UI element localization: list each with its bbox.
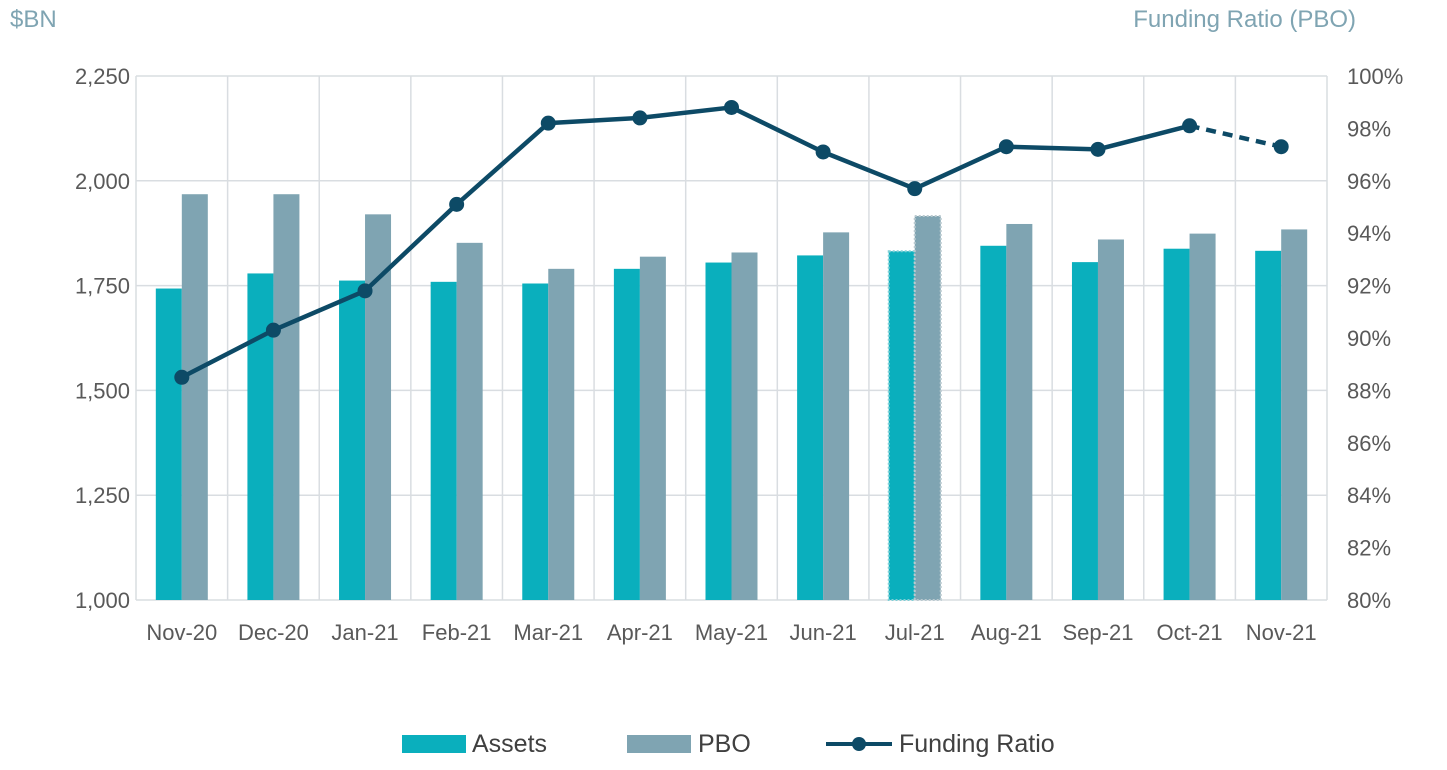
bar-assets [522, 283, 549, 600]
bar-pbo [639, 256, 666, 600]
bar-assets [430, 281, 457, 600]
bar-pbo [823, 232, 850, 600]
legend-item-pbo: PBO [627, 730, 751, 758]
legend-label-assets: Assets [472, 730, 547, 758]
funding-ratio-point [1273, 139, 1289, 155]
right-axis-tick-label: 98% [1347, 116, 1391, 141]
bars-layer [155, 194, 1308, 602]
left-axis-tick-label: 2,000 [75, 169, 130, 194]
legend-item-funding-ratio: Funding Ratio [826, 730, 1055, 758]
funding-ratio-point [632, 110, 648, 126]
bar-assets [613, 268, 640, 600]
bar-pbo [913, 215, 942, 602]
funding-ratio-line-layer [174, 99, 1289, 385]
right-axis-unit-label: Funding Ratio (PBO) [1133, 6, 1356, 33]
funding-ratio-point [998, 139, 1014, 155]
x-axis-category-label: Aug-21 [971, 620, 1042, 645]
x-axis-category-label: May-21 [695, 620, 768, 645]
right-axis-tick-label: 86% [1347, 431, 1391, 456]
x-axis-category-label: Mar-21 [513, 620, 583, 645]
x-axis-category-label: Jan-21 [331, 620, 398, 645]
bar-pbo [1189, 233, 1216, 600]
bar-pbo [1281, 229, 1308, 601]
right-axis-tick-label: 94% [1347, 221, 1391, 246]
bar-pbo [181, 194, 208, 600]
funding-ratio-line [180, 105, 1191, 380]
funding-ratio-point [540, 115, 556, 131]
funding-ratio-point [1182, 118, 1198, 134]
bar-pbo [1006, 223, 1033, 600]
right-axis-tick-label: 80% [1347, 588, 1391, 613]
x-axis-category-label: Sep-21 [1062, 620, 1133, 645]
right-axis-tick-label: 100% [1347, 64, 1403, 89]
left-axis-tick-label: 2,250 [75, 64, 130, 89]
x-axis-category-label: Nov-20 [146, 620, 217, 645]
bar-pbo [731, 252, 758, 600]
bar-assets [339, 280, 366, 600]
funding-ratio-point [449, 196, 465, 212]
legend-label-pbo: PBO [698, 730, 751, 758]
funding-ratio-point [174, 369, 190, 385]
legend-marker-funding-ratio [852, 737, 866, 751]
legend-label-funding-ratio: Funding Ratio [899, 730, 1055, 758]
legend-swatch-assets [402, 735, 466, 753]
bar-pbo [548, 268, 575, 600]
legend-item-assets: Assets [402, 730, 547, 758]
bar-assets [705, 262, 732, 600]
bar-pbo [1097, 239, 1124, 600]
x-axis-category-label: Jun-21 [789, 620, 856, 645]
funding-ratio-point [907, 181, 923, 197]
bar-assets [155, 288, 182, 600]
right-axis-tick-label: 92% [1347, 274, 1391, 299]
left-axis-tick-label: 1,750 [75, 274, 130, 299]
left-axis-tick-label: 1,500 [75, 378, 130, 403]
bar-assets [797, 255, 824, 600]
funding-ratio-point [357, 283, 373, 299]
axis-layer: 1,000 1,250 1,500 1,750 2,000 2,250 80% 82% 84% 8… [75, 64, 1403, 645]
x-axis-category-label: Dec-20 [238, 620, 309, 645]
funding-ratio-point [265, 322, 281, 338]
left-axis-tick-label: 1,250 [75, 483, 130, 508]
x-axis-category-label: Apr-21 [607, 620, 673, 645]
bar-assets [247, 273, 274, 600]
right-axis-tick-label: 96% [1347, 169, 1391, 194]
right-axis-tick-label: 84% [1347, 483, 1391, 508]
right-axis-tick-label: 88% [1347, 378, 1391, 403]
right-axis-tick-label: 90% [1347, 326, 1391, 351]
x-axis-category-label: Jul-21 [885, 620, 945, 645]
right-axis-tick-label: 82% [1347, 536, 1391, 561]
funding-ratio-point [815, 144, 831, 160]
funding-ratio-point [724, 99, 739, 115]
legend: Assets PBO Funding Ratio [402, 730, 1055, 758]
bar-assets [1255, 250, 1282, 600]
x-axis-category-label: Oct-21 [1157, 620, 1223, 645]
bar-pbo [456, 242, 483, 600]
left-axis-unit-label: $BN [10, 6, 57, 33]
bar-assets [1071, 262, 1098, 600]
funding-ratio-point [1090, 141, 1106, 157]
bar-assets [887, 250, 916, 602]
bar-assets [980, 245, 1007, 600]
left-axis-tick-label: 1,000 [75, 588, 130, 613]
bar-pbo [273, 194, 300, 600]
legend-swatch-pbo [627, 735, 691, 753]
bar-assets [1163, 248, 1190, 601]
x-axis-category-label: Feb-21 [422, 620, 492, 645]
x-axis-category-label: Nov-21 [1246, 620, 1317, 645]
